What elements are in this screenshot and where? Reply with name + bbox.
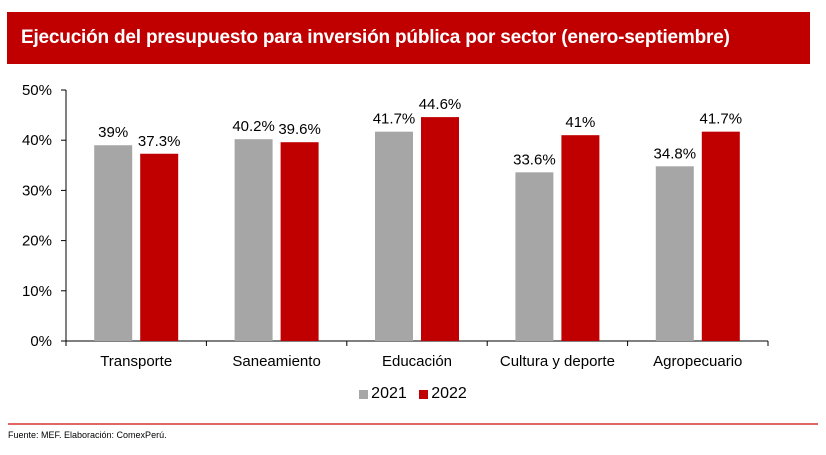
bar-2021-transporte [94,145,133,341]
data-label-2021: 34.8% [654,145,697,162]
data-label-2021: 33.6% [513,151,556,168]
x-axis: Transporte Saneamiento Educación Cultura y … [65,340,769,370]
x-category-label: Cultura y deporte [500,353,615,370]
bar-2021-educación [375,131,413,341]
data-label-2021: 41.7% [373,111,416,128]
bar-2021-agropecuario [655,166,694,341]
data-label-2021: 39% [98,124,128,141]
x-category-label: Transporte [100,353,172,370]
bar-2022-cultura-y-deporte [561,135,600,341]
y-axis: 0% 10% 20% 30% 40% 50% [22,82,67,350]
bar-2022-agropecuario [701,131,740,341]
legend-swatch-2021 [359,389,369,399]
bar-chart: 0% 10% 20% 30% 40% 50% Transporte Saneamiento E… [22,82,769,370]
title-bar: Ejecución del presupuesto para inversión… [7,12,810,64]
data-label-2022: 41.7% [700,111,743,128]
legend-label-2022: 2022 [431,385,467,402]
y-tick-label: 0% [30,333,52,350]
bar-2021-saneamiento [234,139,273,341]
legend-swatch-2022 [419,389,429,399]
y-tick-label: 10% [22,283,52,300]
legend: 2021 2022 [0,385,826,404]
y-tick-label: 30% [22,182,52,199]
bar-2022-saneamiento [280,142,319,341]
x-category-label: Educación [382,353,452,370]
data-label-2022: 39.6% [278,121,321,138]
data-label-2022: 41% [565,114,595,131]
y-tick-label: 50% [22,82,52,99]
legend-item-2022: 2022 [419,385,467,403]
y-tick-label: 20% [22,233,52,250]
y-tick-label: 40% [22,132,52,149]
data-label-2022: 37.3% [138,133,181,150]
data-label-2021: 40.2% [232,118,275,135]
data-labels: 39%37.3%40.2% 39.6%41.7%44.6%33.6%41%34.8… [98,96,742,168]
x-category-label: Agropecuario [653,353,742,370]
bar-2022-transporte [140,153,179,341]
legend-label-2021: 2021 [371,385,407,402]
footer-divider [8,423,818,425]
bar-2022-educación [421,117,459,341]
data-label-2022: 44.6% [419,96,462,113]
chart-title: Ejecución del presupuesto para inversión… [21,27,730,48]
bars [94,117,740,341]
x-category-label: Saneamiento [232,353,320,370]
source-note: Fuente: MEF. Elaboración: ComexPerú. [8,430,167,440]
bar-2021-cultura-y-deporte [515,172,554,341]
legend-item-2021: 2021 [359,385,407,403]
